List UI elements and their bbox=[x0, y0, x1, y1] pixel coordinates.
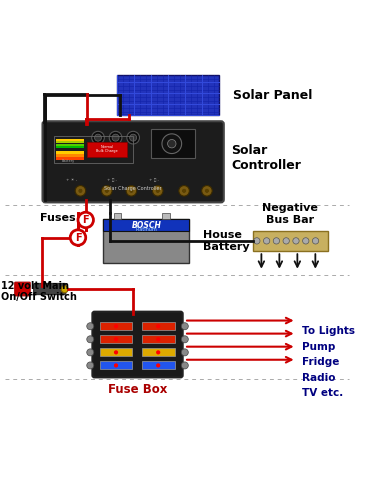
Circle shape bbox=[303, 238, 309, 244]
Circle shape bbox=[264, 238, 270, 244]
Bar bbox=[56, 144, 83, 146]
Bar bbox=[100, 348, 132, 356]
Circle shape bbox=[114, 324, 118, 328]
Bar bbox=[56, 157, 83, 160]
FancyBboxPatch shape bbox=[34, 284, 66, 294]
Bar bbox=[117, 75, 219, 115]
Circle shape bbox=[78, 188, 83, 193]
Circle shape bbox=[104, 188, 109, 193]
Bar bbox=[56, 139, 83, 141]
Circle shape bbox=[109, 132, 122, 144]
Circle shape bbox=[92, 132, 104, 144]
Circle shape bbox=[75, 186, 86, 196]
Text: F: F bbox=[82, 215, 89, 225]
Bar bbox=[103, 219, 189, 263]
Bar bbox=[87, 142, 127, 156]
Text: Solar Panel: Solar Panel bbox=[233, 89, 313, 102]
Bar bbox=[151, 129, 195, 158]
Circle shape bbox=[112, 134, 119, 141]
Circle shape bbox=[61, 286, 68, 293]
FancyBboxPatch shape bbox=[15, 282, 30, 296]
Circle shape bbox=[87, 349, 94, 356]
Text: BOSCH: BOSCH bbox=[131, 221, 161, 229]
Bar bbox=[100, 361, 132, 370]
Circle shape bbox=[181, 323, 188, 330]
Circle shape bbox=[182, 188, 187, 193]
Circle shape bbox=[156, 363, 160, 368]
Text: F: F bbox=[75, 232, 81, 242]
Circle shape bbox=[313, 238, 319, 244]
Text: Platinum: Platinum bbox=[135, 228, 157, 232]
Bar bbox=[253, 231, 328, 251]
Text: 12 volt Main
On/Off Switch: 12 volt Main On/Off Switch bbox=[1, 281, 77, 302]
Circle shape bbox=[126, 186, 137, 196]
Bar bbox=[56, 154, 83, 157]
Text: Battery: Battery bbox=[62, 159, 75, 163]
Text: Fuses: Fuses bbox=[40, 213, 76, 223]
Circle shape bbox=[127, 132, 139, 144]
Circle shape bbox=[181, 349, 188, 356]
Circle shape bbox=[114, 363, 118, 368]
Text: + 🔋 -: + 🔋 - bbox=[107, 178, 117, 182]
Text: Solar Charge Controller: Solar Charge Controller bbox=[104, 186, 162, 191]
Circle shape bbox=[155, 188, 160, 193]
FancyBboxPatch shape bbox=[42, 121, 224, 203]
Text: To Lights
Pump
Fridge
Radio
TV etc.: To Lights Pump Fridge Radio TV etc. bbox=[302, 326, 355, 398]
Circle shape bbox=[205, 188, 209, 193]
Circle shape bbox=[129, 188, 134, 193]
Circle shape bbox=[202, 186, 212, 196]
Circle shape bbox=[114, 337, 118, 341]
Circle shape bbox=[101, 186, 112, 196]
Circle shape bbox=[181, 336, 188, 343]
Circle shape bbox=[87, 323, 94, 330]
Text: + 💡 -: + 💡 - bbox=[149, 178, 159, 182]
Circle shape bbox=[87, 336, 94, 343]
Bar bbox=[142, 322, 175, 330]
Circle shape bbox=[156, 324, 160, 328]
Circle shape bbox=[153, 186, 163, 196]
Text: + ☀ -: + ☀ - bbox=[66, 178, 77, 182]
Bar bbox=[162, 213, 169, 219]
Circle shape bbox=[94, 134, 101, 141]
Bar bbox=[142, 348, 175, 356]
Circle shape bbox=[273, 238, 280, 244]
Bar bbox=[56, 151, 83, 154]
Circle shape bbox=[181, 362, 188, 369]
Circle shape bbox=[70, 230, 86, 245]
Circle shape bbox=[168, 140, 176, 148]
Text: Normal
Bulk Charge: Normal Bulk Charge bbox=[96, 145, 118, 154]
Text: Solar
Controller: Solar Controller bbox=[232, 144, 301, 172]
Circle shape bbox=[78, 212, 93, 228]
Text: Negative
Bus Bar: Negative Bus Bar bbox=[262, 204, 318, 225]
Bar bbox=[100, 322, 132, 330]
FancyBboxPatch shape bbox=[92, 312, 183, 377]
Text: Fuse Box: Fuse Box bbox=[108, 383, 167, 396]
Circle shape bbox=[162, 134, 182, 154]
Circle shape bbox=[87, 362, 94, 369]
Circle shape bbox=[254, 238, 260, 244]
Circle shape bbox=[283, 238, 290, 244]
Circle shape bbox=[130, 134, 137, 141]
Bar bbox=[54, 136, 133, 163]
Circle shape bbox=[156, 337, 160, 341]
Bar bbox=[142, 335, 175, 343]
Bar bbox=[56, 146, 83, 148]
Bar bbox=[142, 361, 175, 370]
Bar bbox=[100, 335, 132, 343]
Circle shape bbox=[156, 350, 160, 354]
Circle shape bbox=[293, 238, 299, 244]
Text: House
Battery: House Battery bbox=[203, 230, 250, 252]
Circle shape bbox=[179, 186, 189, 196]
Bar bbox=[113, 213, 122, 219]
Bar bbox=[56, 141, 83, 144]
Circle shape bbox=[114, 350, 118, 354]
Bar bbox=[103, 219, 189, 231]
